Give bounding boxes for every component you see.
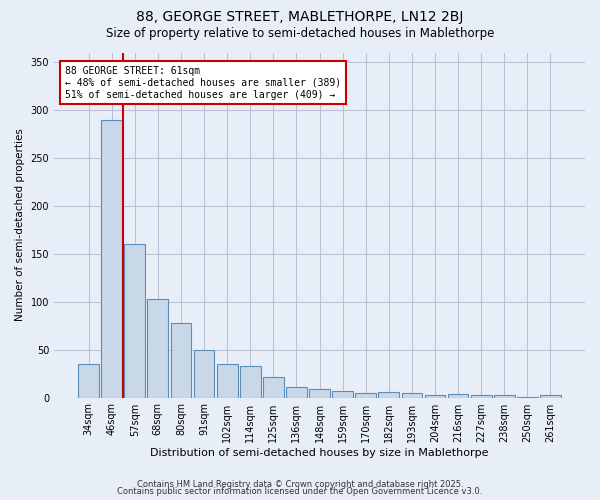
Bar xyxy=(170,323,191,398)
Bar xyxy=(517,396,538,398)
Bar xyxy=(540,394,561,398)
Text: Contains HM Land Registry data © Crown copyright and database right 2025.: Contains HM Land Registry data © Crown c… xyxy=(137,480,463,489)
Bar xyxy=(217,364,238,398)
Bar xyxy=(263,378,284,398)
Bar xyxy=(101,120,122,398)
Bar xyxy=(448,394,469,398)
Bar xyxy=(494,394,515,398)
Text: Contains public sector information licensed under the Open Government Licence v3: Contains public sector information licen… xyxy=(118,487,482,496)
Text: 88 GEORGE STREET: 61sqm
← 48% of semi-detached houses are smaller (389)
51% of s: 88 GEORGE STREET: 61sqm ← 48% of semi-de… xyxy=(65,66,341,100)
Bar xyxy=(355,393,376,398)
Bar xyxy=(425,394,445,398)
Bar xyxy=(286,387,307,398)
Text: Size of property relative to semi-detached houses in Mablethorpe: Size of property relative to semi-detach… xyxy=(106,28,494,40)
Bar xyxy=(471,394,491,398)
Bar xyxy=(240,366,260,398)
Bar xyxy=(78,364,99,398)
Bar xyxy=(401,393,422,398)
Bar xyxy=(194,350,214,398)
Bar xyxy=(124,244,145,398)
Text: 88, GEORGE STREET, MABLETHORPE, LN12 2BJ: 88, GEORGE STREET, MABLETHORPE, LN12 2BJ xyxy=(136,10,464,24)
Bar xyxy=(309,389,330,398)
X-axis label: Distribution of semi-detached houses by size in Mablethorpe: Distribution of semi-detached houses by … xyxy=(150,448,489,458)
Y-axis label: Number of semi-detached properties: Number of semi-detached properties xyxy=(15,128,25,322)
Bar xyxy=(148,299,168,398)
Bar xyxy=(379,392,399,398)
Bar xyxy=(332,391,353,398)
